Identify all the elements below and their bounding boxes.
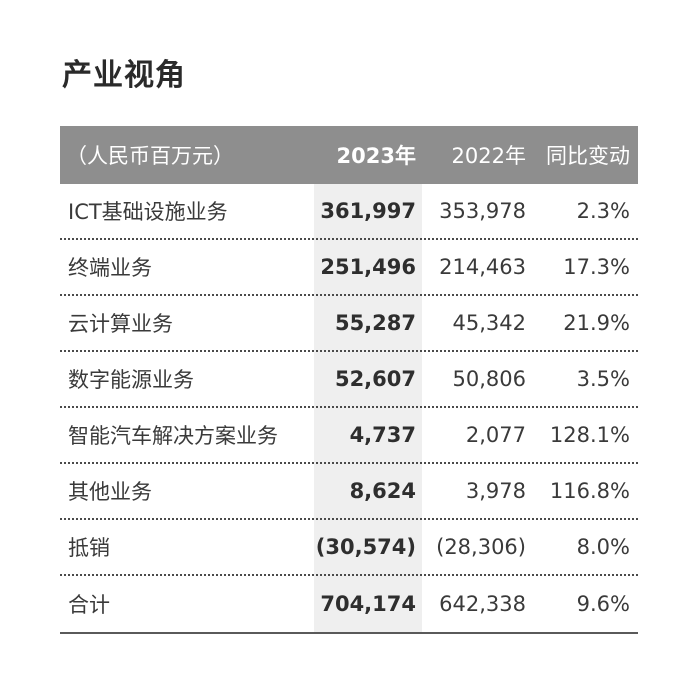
row-label: 云计算业务 <box>68 312 173 336</box>
value-2023: 704,174 <box>320 592 416 616</box>
table-row: 终端业务 251,496 214,463 17.3% <box>60 240 638 296</box>
table-row: 数字能源业务 52,607 50,806 3.5% <box>60 352 638 408</box>
header-2022: 2022年 <box>451 144 526 168</box>
value-2022: 214,463 <box>439 255 526 279</box>
value-2023: 361,997 <box>320 199 416 223</box>
row-label: ICT基础设施业务 <box>68 200 228 224</box>
value-2023: 55,287 <box>334 311 416 335</box>
value-change: 9.6% <box>576 592 630 616</box>
row-label: 抵销 <box>68 536 110 560</box>
table-row: 其他业务 8,624 3,978 116.8% <box>60 464 638 520</box>
financial-table: （人民币百万元） 2023年 2022年 同比变动 ICT基础设施业务 361,… <box>60 126 638 634</box>
value-2023: 251,496 <box>320 255 416 279</box>
value-2022: 45,342 <box>452 311 526 335</box>
table-bottom-rule <box>60 632 638 634</box>
table-row-total: 合计 704,174 642,338 9.6% <box>60 576 638 632</box>
row-label: 终端业务 <box>68 256 152 280</box>
value-change: 17.3% <box>563 255 630 279</box>
value-2023: (30,574) <box>315 535 416 559</box>
value-change: 8.0% <box>576 535 630 559</box>
value-2022: 642,338 <box>439 592 526 616</box>
value-change: 3.5% <box>576 367 630 391</box>
row-label: 其他业务 <box>68 480 152 504</box>
value-2023: 52,607 <box>334 367 416 391</box>
value-change: 2.3% <box>576 199 630 223</box>
table-row: 智能汽车解决方案业务 4,737 2,077 128.1% <box>60 408 638 464</box>
header-2023: 2023年 <box>336 144 416 168</box>
row-label: 合计 <box>68 593 110 617</box>
table-row: 抵销 (30,574) (28,306) 8.0% <box>60 520 638 576</box>
value-2022: 3,978 <box>465 479 526 503</box>
highlight-column-2023 <box>314 184 422 632</box>
value-2022: 50,806 <box>452 367 526 391</box>
value-2022: 2,077 <box>465 423 526 447</box>
table-row: ICT基础设施业务 361,997 353,978 2.3% <box>60 184 638 240</box>
page-title: 产业视角 <box>62 58 186 93</box>
value-2023: 8,624 <box>349 479 416 503</box>
row-label: 数字能源业务 <box>68 368 194 392</box>
value-change: 21.9% <box>563 311 630 335</box>
value-2023: 4,737 <box>349 423 416 447</box>
value-change: 116.8% <box>549 479 630 503</box>
value-change: 128.1% <box>549 423 630 447</box>
value-2022: 353,978 <box>439 199 526 223</box>
row-label: 智能汽车解决方案业务 <box>68 424 278 448</box>
table-header: （人民币百万元） 2023年 2022年 同比变动 <box>60 126 638 184</box>
table-row: 云计算业务 55,287 45,342 21.9% <box>60 296 638 352</box>
header-unit: （人民币百万元） <box>66 144 234 168</box>
header-change: 同比变动 <box>546 144 630 168</box>
value-2022: (28,306) <box>436 535 526 559</box>
